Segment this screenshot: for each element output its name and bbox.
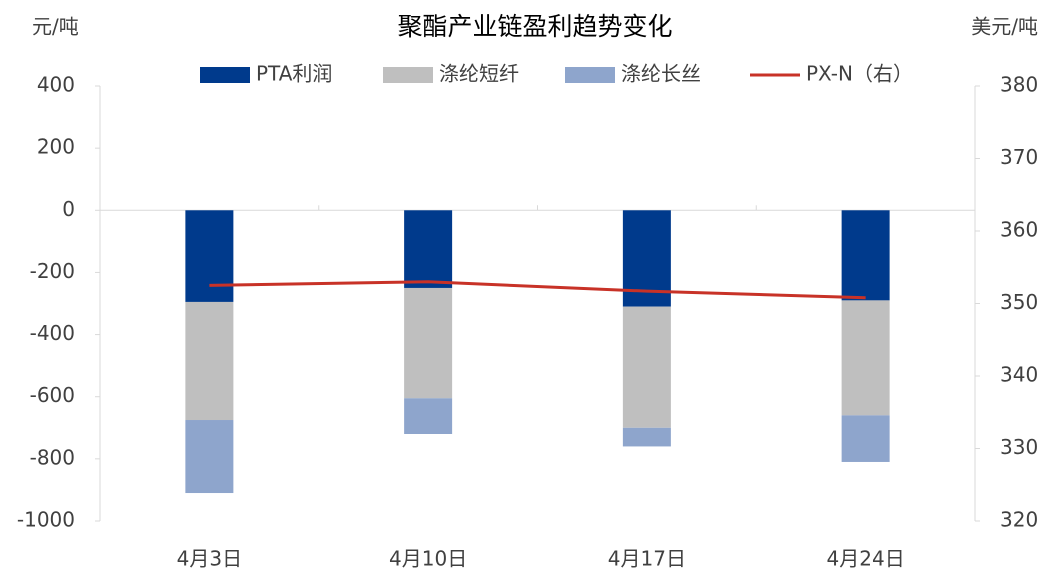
y2-tick-label: 330 (1000, 435, 1038, 459)
legend-swatch (383, 67, 433, 83)
bar (404, 398, 453, 434)
legend-label: PX-N（右） (806, 62, 913, 86)
y2-tick-label: 340 (1000, 363, 1038, 387)
x-tick-label: 4月24日 (827, 547, 905, 571)
y-tick-label: 0 (62, 197, 75, 221)
bar (841, 300, 890, 416)
bar (185, 301, 234, 421)
legend-label: 涤纶长丝 (621, 62, 701, 86)
y2-tick-label: 380 (1000, 73, 1038, 97)
bar (185, 420, 234, 494)
x-tick-label: 4月10日 (389, 547, 467, 571)
bar (622, 427, 671, 447)
y-tick-label: -800 (30, 445, 75, 469)
x-tick-label: 4月3日 (177, 547, 242, 571)
y-tick-label: 200 (37, 135, 75, 159)
y-tick-label: -200 (30, 259, 75, 283)
y-axis-label: 元/吨 (32, 15, 79, 39)
y-tick-label: -600 (30, 383, 75, 407)
legend-swatch (200, 67, 250, 83)
legend-label: PTA利润 (256, 62, 332, 86)
y-tick-label: -1000 (17, 508, 75, 532)
bar (841, 415, 890, 462)
bar (404, 210, 453, 288)
bar (841, 210, 890, 301)
legend-label: 涤纶短纤 (439, 62, 519, 86)
bar (185, 210, 234, 302)
chart-title: 聚酯产业链盈利趋势变化 (397, 12, 672, 41)
y-tick-label: 400 (37, 73, 75, 97)
line (209, 280, 866, 300)
y2-tick-label: 370 (1000, 145, 1038, 169)
x-tick-label: 4月17日 (608, 547, 686, 571)
y-tick-label: -400 (30, 321, 75, 345)
y2-axis-label: 美元/吨 (971, 15, 1038, 39)
y2-tick-label: 360 (1000, 218, 1038, 242)
y2-tick-label: 350 (1000, 290, 1038, 314)
y2-tick-label: 320 (1000, 508, 1038, 532)
bar (622, 306, 671, 428)
bar (404, 287, 453, 399)
legend-swatch (565, 67, 615, 83)
